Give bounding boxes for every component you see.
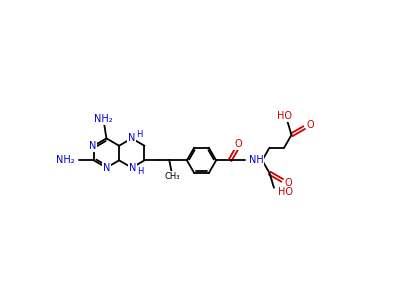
Text: N: N (88, 141, 96, 151)
Text: NH₂: NH₂ (56, 155, 74, 165)
Text: NH: NH (248, 155, 263, 165)
Text: N: N (103, 164, 110, 173)
Text: O: O (306, 119, 314, 130)
Text: N: N (128, 133, 136, 142)
Text: H: H (137, 167, 144, 176)
Text: NH₂: NH₂ (94, 114, 113, 124)
Text: H: H (136, 130, 143, 139)
Text: O: O (284, 178, 292, 188)
Text: O: O (234, 139, 242, 149)
Text: HO: HO (277, 111, 292, 121)
Text: N: N (129, 164, 136, 173)
Text: HO: HO (278, 187, 293, 197)
Text: CH₃: CH₃ (165, 172, 180, 181)
